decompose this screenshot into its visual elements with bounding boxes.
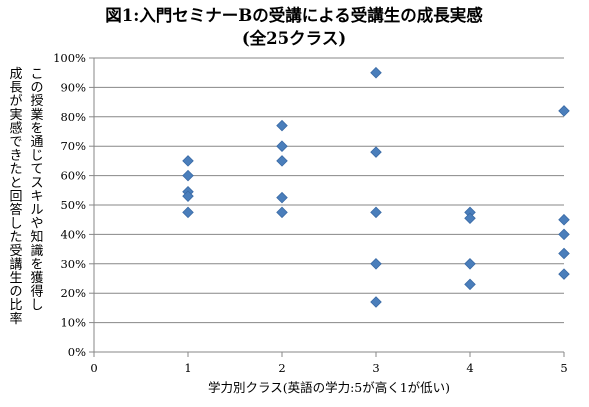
x-tick-label: 3	[372, 361, 379, 375]
y-tick-labels: 0% 10% 20% 30% 40% 50% 60% 70% 80% 90% 100%	[53, 51, 86, 359]
data-point	[370, 66, 382, 79]
data-point	[276, 191, 288, 204]
data-point	[370, 296, 382, 308]
grid-lines	[94, 57, 564, 324]
data-point	[464, 278, 476, 291]
data-point	[558, 268, 570, 280]
data-point	[182, 190, 194, 202]
y-tick-label: 30%	[60, 257, 86, 271]
data-point	[276, 119, 288, 132]
data-point	[276, 140, 288, 152]
chart-subtitle: (全25クラス)	[242, 28, 346, 48]
data-point	[558, 228, 570, 241]
data-point	[370, 206, 382, 219]
y-tick-label: 10%	[60, 316, 86, 330]
chart-title: 図1:入門セミナーBの受講による受講生の成長実感	[105, 5, 483, 25]
y-axis-title-line: 成長が実感できたと回答した受講生の比率	[9, 67, 22, 327]
data-point	[276, 155, 288, 167]
data-points	[182, 66, 570, 308]
data-point	[370, 146, 382, 158]
data-point	[558, 213, 570, 226]
data-point	[464, 212, 476, 224]
y-tick-label: 50%	[60, 198, 86, 212]
data-point	[370, 258, 382, 270]
x-tick-label: 1	[184, 361, 191, 375]
axes	[89, 57, 565, 357]
y-tick-label: 90%	[60, 80, 86, 94]
data-point	[464, 258, 476, 270]
data-point	[558, 105, 570, 117]
y-tick-label: 0%	[68, 345, 86, 359]
x-tick-label: 5	[560, 361, 567, 375]
y-tick-label: 100%	[53, 51, 86, 65]
y-tick-label: 80%	[60, 110, 86, 124]
y-tick-label: 20%	[60, 286, 86, 300]
y-axis-title-line: この授業を通じてスキルや知識を獲得し	[30, 67, 43, 313]
x-tick-labels: 0 1 2 3 4 5	[90, 361, 567, 375]
x-tick-label: 0	[90, 361, 97, 375]
y-tick-label: 60%	[60, 169, 86, 183]
data-point	[558, 247, 570, 260]
data-point	[182, 206, 194, 219]
data-point	[276, 206, 288, 219]
x-tick-label: 4	[466, 361, 473, 375]
x-axis-title: 学力別クラス(英語の学力:5が高く1が低い)	[208, 380, 450, 395]
data-point	[182, 169, 194, 182]
data-point	[182, 155, 194, 167]
x-tick-label: 2	[278, 361, 285, 375]
y-tick-label: 40%	[60, 227, 86, 241]
y-tick-label: 70%	[60, 139, 86, 153]
